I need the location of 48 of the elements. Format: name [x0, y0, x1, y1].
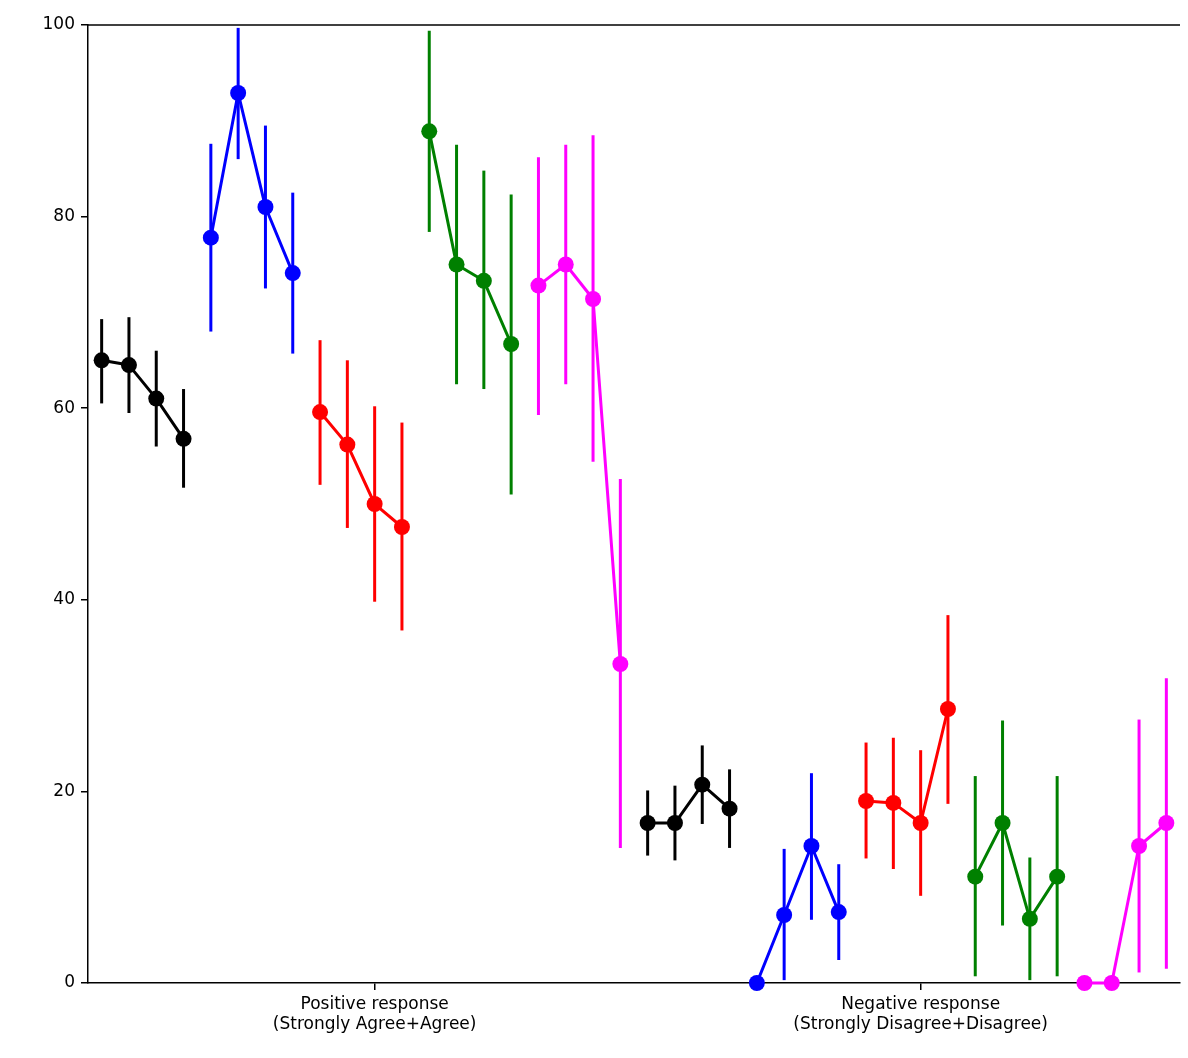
point [939, 701, 956, 718]
point [530, 277, 547, 294]
point [666, 815, 683, 832]
point [93, 352, 110, 369]
point [639, 815, 656, 832]
point [448, 256, 465, 273]
point [1131, 838, 1148, 855]
point [366, 496, 383, 512]
point [503, 336, 520, 353]
point [776, 906, 793, 923]
point [1158, 815, 1175, 832]
point [1049, 868, 1066, 885]
point [612, 655, 629, 672]
y-tick-label: 100 [42, 13, 75, 34]
point [885, 794, 902, 811]
point [339, 436, 356, 453]
y-tick-label: 80 [53, 205, 75, 226]
point [585, 290, 602, 307]
point [557, 256, 574, 273]
point [257, 199, 274, 216]
point [1021, 910, 1038, 927]
point [858, 792, 875, 809]
y-tick-label: 60 [53, 396, 75, 417]
point [312, 404, 329, 421]
point [421, 123, 438, 140]
point [803, 838, 820, 855]
x-tick-label: Negative response (Strongly Disagree+Disagree) [793, 992, 1048, 1034]
point [393, 518, 410, 535]
point [120, 357, 137, 374]
point [148, 390, 165, 407]
point [1076, 975, 1093, 991]
point [912, 815, 929, 832]
point [230, 85, 247, 102]
point [721, 800, 738, 817]
y-tick-label: 0 [64, 971, 75, 992]
point [694, 776, 711, 793]
point [748, 975, 765, 991]
point [994, 815, 1011, 832]
point [1103, 975, 1120, 991]
point [830, 904, 847, 921]
point [202, 229, 219, 246]
y-tick-label: 40 [53, 588, 75, 609]
point [475, 272, 492, 289]
point [284, 265, 301, 282]
point [175, 430, 192, 447]
point [967, 868, 984, 885]
y-tick-label: 20 [53, 779, 75, 800]
x-tick-label: Positive response (Strongly Agree+Agree) [272, 992, 477, 1034]
